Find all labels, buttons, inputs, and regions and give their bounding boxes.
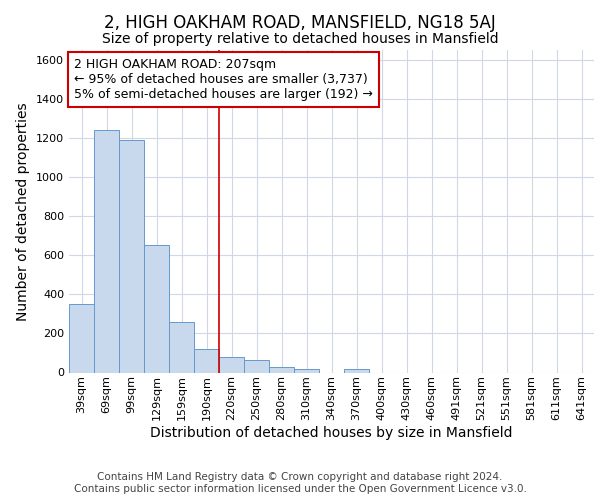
Bar — [269, 366, 294, 372]
Bar — [344, 368, 369, 372]
Bar — [219, 357, 244, 372]
Text: Contains HM Land Registry data © Crown copyright and database right 2024.
Contai: Contains HM Land Registry data © Crown c… — [74, 472, 526, 494]
Y-axis label: Number of detached properties: Number of detached properties — [16, 102, 31, 320]
Text: 2, HIGH OAKHAM ROAD, MANSFIELD, NG18 5AJ: 2, HIGH OAKHAM ROAD, MANSFIELD, NG18 5AJ — [104, 14, 496, 32]
Bar — [94, 130, 119, 372]
Bar — [169, 322, 194, 372]
X-axis label: Distribution of detached houses by size in Mansfield: Distribution of detached houses by size … — [150, 426, 513, 440]
Bar — [294, 368, 319, 372]
Bar — [144, 246, 169, 372]
Bar — [244, 360, 269, 372]
Bar — [69, 304, 94, 372]
Text: 2 HIGH OAKHAM ROAD: 207sqm
← 95% of detached houses are smaller (3,737)
5% of se: 2 HIGH OAKHAM ROAD: 207sqm ← 95% of deta… — [74, 58, 373, 101]
Text: Size of property relative to detached houses in Mansfield: Size of property relative to detached ho… — [101, 32, 499, 46]
Bar — [119, 140, 144, 372]
Bar — [194, 349, 219, 372]
